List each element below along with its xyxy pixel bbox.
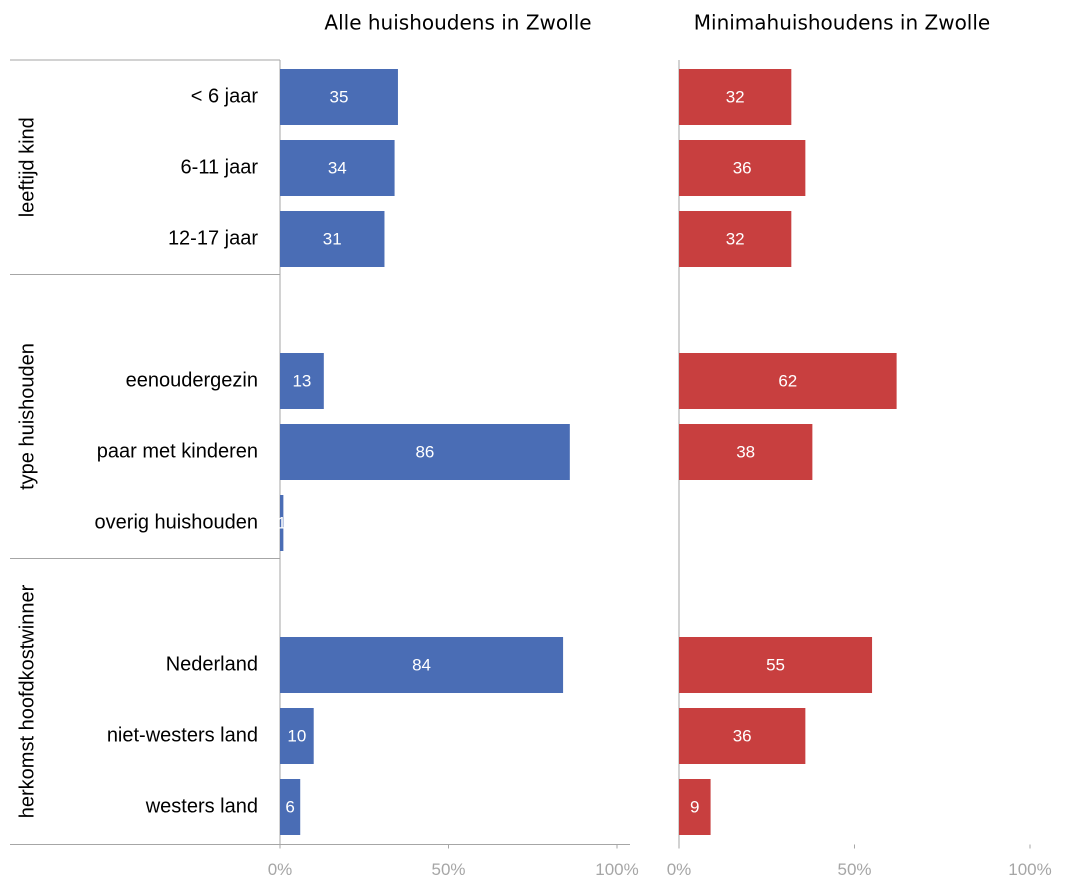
bar <box>679 69 792 125</box>
group-label: type huishouden <box>16 343 38 490</box>
value-label: 13 <box>292 371 311 390</box>
category-label: < 6 jaar <box>191 85 259 107</box>
value-label: 36 <box>733 158 752 177</box>
x-tick-label: 100% <box>1008 860 1051 879</box>
x-tick-label: 0% <box>667 860 692 879</box>
value-label: 32 <box>726 229 745 248</box>
group-label: leeftijd kind <box>16 117 38 217</box>
value-label: 84 <box>412 655 431 674</box>
value-label: 6 <box>285 797 294 816</box>
category-label: westers land <box>145 795 258 817</box>
bar <box>280 708 314 764</box>
chart-title: Alle huishoudens in Zwolle <box>324 11 591 35</box>
value-label: 38 <box>736 442 755 461</box>
bar <box>679 140 806 196</box>
x-tick-label: 50% <box>431 860 465 879</box>
x-tick-label: 0% <box>268 860 293 879</box>
bar <box>280 637 564 693</box>
value-label: 9 <box>690 797 699 816</box>
bar <box>679 424 813 480</box>
value-label: 1 <box>277 513 286 532</box>
bar <box>679 211 792 267</box>
bar <box>679 637 873 693</box>
bar <box>679 779 711 835</box>
bar <box>679 353 897 409</box>
bar <box>280 495 284 551</box>
bar <box>280 140 395 196</box>
chart-title: Minimahuishoudens in Zwolle <box>694 11 990 35</box>
x-tick-label: 50% <box>837 860 871 879</box>
value-label: 36 <box>733 726 752 745</box>
bar <box>280 353 324 409</box>
value-label: 10 <box>287 726 306 745</box>
value-label: 86 <box>415 442 434 461</box>
value-label: 32 <box>726 87 745 106</box>
bar <box>280 69 398 125</box>
value-label: 35 <box>330 87 349 106</box>
value-label: 34 <box>328 158 347 177</box>
value-label: 55 <box>766 655 785 674</box>
x-tick-label: 100% <box>595 860 638 879</box>
category-label: Nederland <box>166 653 258 675</box>
value-label: 62 <box>778 371 797 390</box>
category-label: niet-westers land <box>107 724 258 746</box>
category-label: eenoudergezin <box>126 369 258 391</box>
bar <box>280 211 385 267</box>
category-label: paar met kinderen <box>97 440 258 462</box>
category-label: 6-11 jaar <box>181 156 259 178</box>
category-label: 12-17 jaar <box>168 227 258 249</box>
bar <box>679 708 806 764</box>
category-label: overig huishouden <box>95 511 258 533</box>
group-label: herkomst hoofdkostwinner <box>16 584 38 818</box>
bar <box>280 779 301 835</box>
value-label: 31 <box>323 229 342 248</box>
bar <box>280 424 570 480</box>
